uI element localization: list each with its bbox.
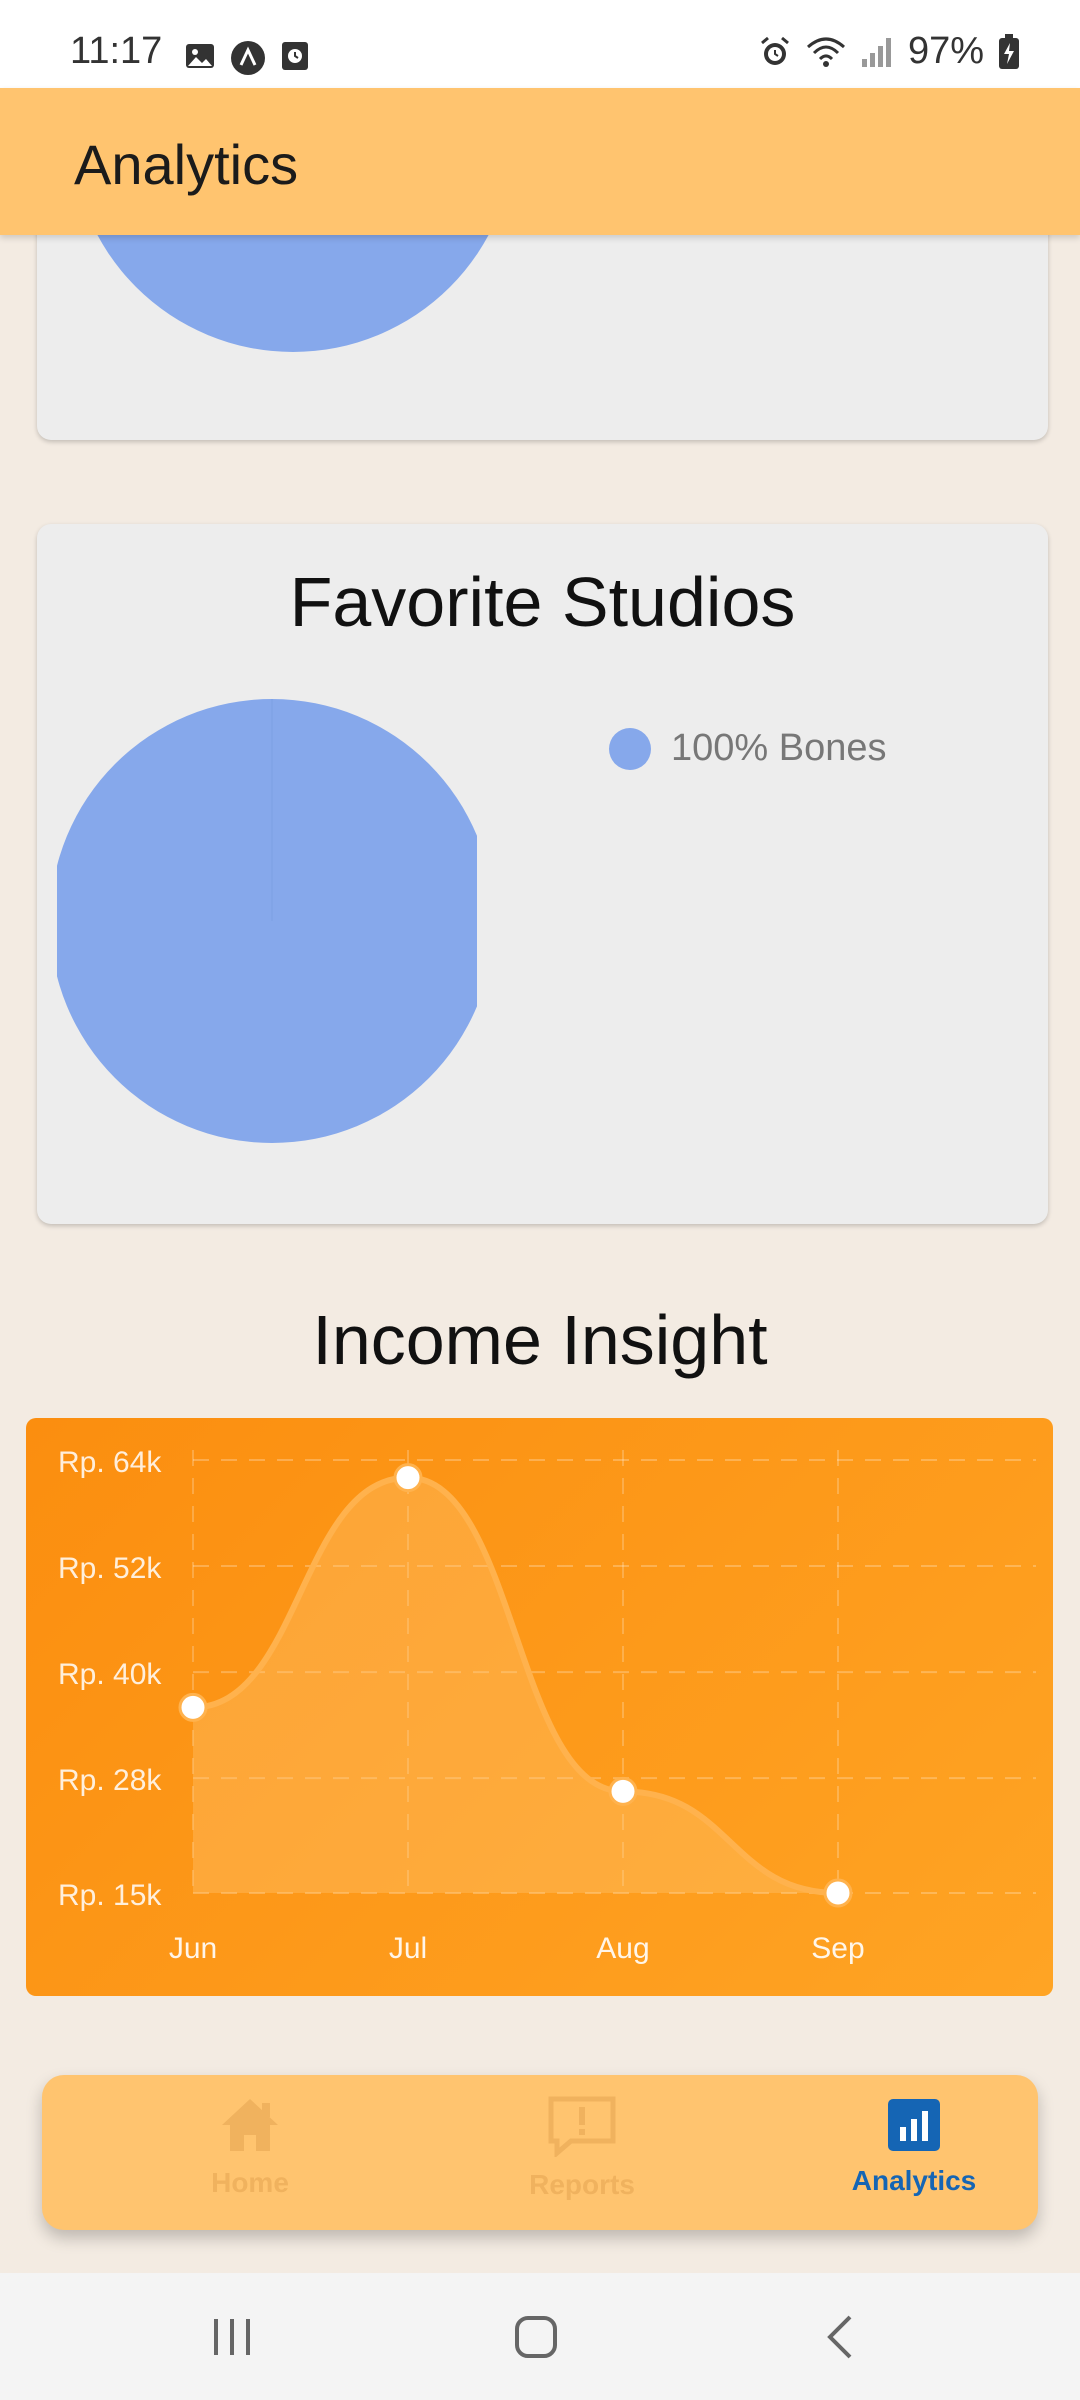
x-tick-label: Jul (389, 1932, 427, 1965)
app-bar: Analytics (0, 88, 1080, 235)
income-data-point (608, 1776, 638, 1806)
y-tick-label: Rp. 15k (58, 1879, 162, 1912)
y-tick-label: Rp. 52k (58, 1552, 162, 1585)
favorite-studios-card: Favorite Studios 100% Bones (37, 524, 1048, 1224)
status-bar: 11:17 97% (0, 0, 1080, 88)
status-time: 11:17 (70, 30, 163, 72)
wifi-icon (806, 37, 845, 67)
analytics-icon (888, 2099, 940, 2151)
back-icon[interactable] (820, 2313, 860, 2361)
y-tick-label: Rp. 40k (58, 1658, 162, 1691)
x-tick-label: Jun (169, 1932, 217, 1965)
signal-icon (861, 37, 891, 67)
x-tick-label: Aug (596, 1932, 649, 1965)
bottom-nav: Home Reports Analytics (42, 2075, 1038, 2230)
income-data-point (178, 1692, 208, 1722)
recent-apps-icon[interactable] (210, 2313, 254, 2361)
nav-label-home: Home (211, 2167, 289, 2198)
income-data-point (393, 1463, 423, 1493)
income-series-line (192, 1474, 839, 1896)
nav-item-analytics[interactable]: Analytics (789, 2095, 1039, 2197)
home-button-icon[interactable] (512, 2313, 560, 2361)
alarm-icon (760, 36, 789, 65)
nav-label-analytics: Analytics (851, 2165, 977, 2196)
favorite-studios-title: Favorite Studios (289, 563, 796, 641)
income-area-fill (193, 1477, 838, 1893)
clock-app-icon (282, 42, 308, 70)
y-tick-label: Rp. 28k (58, 1764, 162, 1797)
legend-dot (609, 727, 651, 770)
nav-item-home[interactable]: Home (125, 2095, 375, 2199)
nav-item-reports[interactable]: Reports (457, 2095, 707, 2201)
system-nav-bar (0, 2273, 1080, 2400)
page-title: Analytics (74, 133, 299, 196)
income-insight-title: Income Insight (312, 1301, 768, 1379)
pie-legend: 100% Bones (609, 727, 887, 770)
battery-percent: 97% (907, 30, 984, 72)
report-icon (548, 2096, 616, 2157)
battery-charging-icon (999, 33, 1019, 69)
income-data-point (823, 1878, 853, 1908)
pie-slice-bones (57, 699, 477, 1143)
gallery-icon (186, 44, 214, 68)
x-tick-label: Sep (811, 1932, 864, 1965)
nav-label-reports: Reports (529, 2169, 635, 2200)
app-notification-icon (231, 41, 265, 75)
home-icon (222, 2099, 278, 2151)
favorite-studios-pie (57, 699, 477, 1143)
legend-entry-label: 100% Bones (671, 727, 887, 769)
y-tick-label: Rp. 64k (58, 1446, 162, 1479)
income-chart: Rp. 64k Rp. 52k Rp. 40k Rp. 28k Rp. 15k Jun Ju… (26, 1418, 1053, 1996)
